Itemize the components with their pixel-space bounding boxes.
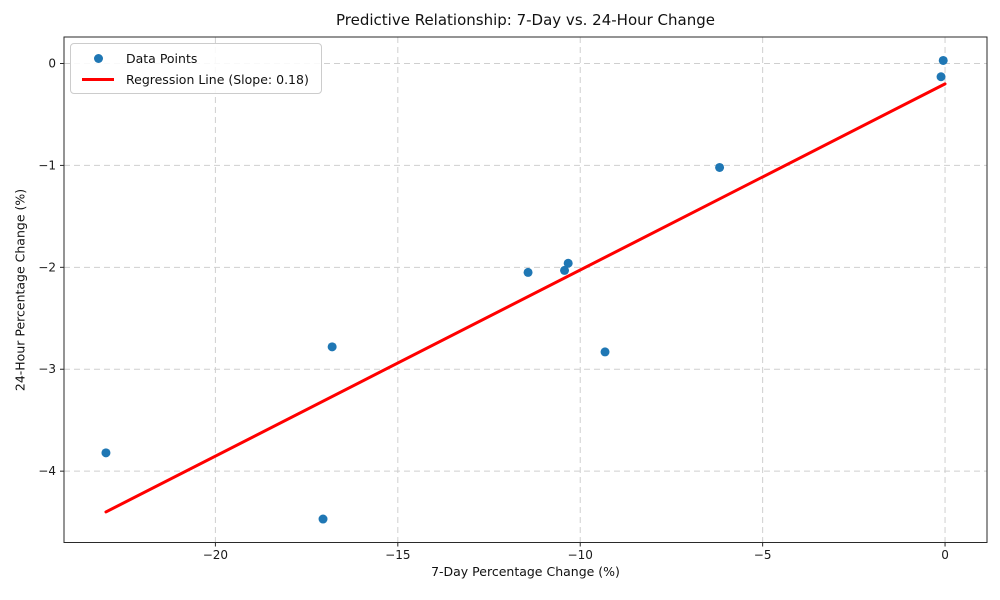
- x-tick-label: −5: [754, 548, 772, 562]
- x-axis-label: 7-Day Percentage Change (%): [431, 564, 620, 579]
- data-point: [715, 162, 725, 172]
- data-point: [327, 342, 337, 352]
- y-tick-label: 0: [48, 56, 56, 70]
- data-point: [101, 448, 111, 458]
- x-tick-label: −10: [568, 548, 593, 562]
- x-tick-label: −15: [385, 548, 410, 562]
- legend-swatch: [79, 53, 117, 63]
- y-tick-label: −4: [38, 464, 56, 478]
- data-point: [523, 267, 533, 277]
- legend-label-data-points: Data Points: [126, 50, 198, 66]
- data-point: [318, 514, 328, 524]
- x-tick-label: −20: [203, 548, 228, 562]
- legend-item-regression-line: Regression Line (Slope: 0.18): [79, 70, 309, 88]
- legend-item-data-points: Data Points: [79, 49, 309, 67]
- scatter-marker-icon: [93, 53, 103, 63]
- data-point: [600, 347, 610, 357]
- y-tick-label: −1: [38, 158, 56, 172]
- plot-border: [63, 36, 988, 543]
- legend-swatch: [79, 77, 117, 81]
- x-tick-label: 0: [941, 548, 949, 562]
- data-point: [560, 265, 570, 275]
- data-point: [563, 258, 573, 268]
- legend-label-regression-line: Regression Line (Slope: 0.18): [126, 71, 309, 87]
- data-point: [938, 55, 948, 65]
- y-axis-label: 24-Hour Percentage Change (%): [12, 188, 28, 392]
- regression-line: [104, 82, 947, 514]
- line-marker-icon: [82, 77, 114, 81]
- y-tick-label: −3: [38, 362, 56, 376]
- data-point: [936, 72, 946, 82]
- chart-title: Predictive Relationship: 7-Day vs. 24-Ho…: [335, 11, 715, 29]
- y-tick-label: −2: [38, 260, 56, 274]
- legend: Data Points Regression Line (Slope: 0.18…: [70, 43, 322, 94]
